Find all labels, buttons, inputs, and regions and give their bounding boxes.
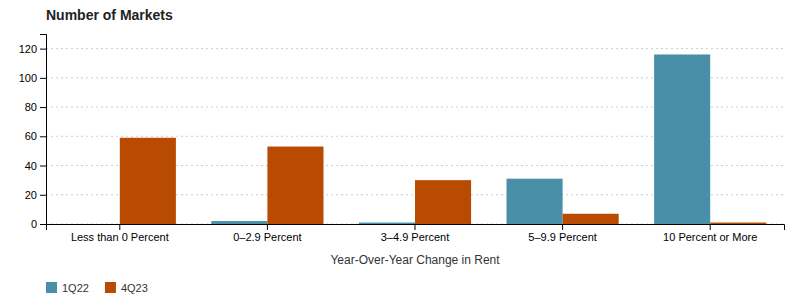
- bar: [563, 214, 619, 224]
- legend-item: 1Q22: [46, 282, 89, 294]
- legend-label: 1Q22: [62, 282, 89, 294]
- y-tick-mark: [40, 78, 46, 79]
- legend-label: 4Q23: [121, 282, 148, 294]
- bar: [211, 221, 267, 224]
- y-tick-label: 120: [19, 43, 37, 55]
- x-tick-mark: [267, 224, 268, 230]
- x-axis-title: Year-Over-Year Change in Rent: [330, 253, 500, 267]
- bar: [359, 223, 415, 224]
- legend-item: 4Q23: [105, 282, 148, 294]
- bar: [415, 180, 471, 224]
- y-tick-mark: [40, 224, 46, 225]
- y-tick: 0: [31, 218, 46, 230]
- y-tick-label: 80: [25, 101, 37, 113]
- series: [120, 138, 766, 224]
- legend-swatch: [46, 282, 57, 293]
- y-tick-mark: [40, 136, 46, 137]
- x-tick-mark: [415, 224, 416, 230]
- y-tick: 60: [25, 130, 46, 142]
- legend: 1Q22 4Q23: [46, 282, 148, 294]
- plot: 0 20 40 60 80 100 120 Less than 0 Percent 0–2.9 …: [19, 35, 785, 243]
- x-tick: 10 Percent or More: [663, 224, 757, 243]
- y-tick: 100: [19, 72, 46, 84]
- y-tick-mark: [40, 49, 46, 50]
- x-tick-mark: [119, 224, 120, 230]
- y-tick-mark: [40, 107, 46, 108]
- y-tick-label: 100: [19, 72, 37, 84]
- x-axis: Less than 0 Percent 0–2.9 Percent 3–4.9 Pe…: [47, 224, 785, 243]
- y-tick: 120: [19, 43, 46, 55]
- x-tick: 5–9.9 Percent: [528, 224, 597, 243]
- series: [211, 54, 710, 224]
- y-tick-mark: [40, 166, 46, 167]
- y-axis: 0 20 40 60 80 100 120: [19, 35, 47, 231]
- bar: [267, 147, 323, 224]
- legend-swatch: [105, 282, 116, 293]
- x-tick-mark: [710, 224, 711, 230]
- grid-line: [46, 48, 784, 49]
- bar: [64, 224, 120, 225]
- x-tick: 0–2.9 Percent: [233, 224, 302, 243]
- x-tick-label: 0–2.9 Percent: [233, 231, 302, 243]
- y-axis-line: [40, 35, 47, 225]
- bar: [710, 223, 766, 224]
- y-tick-label: 60: [25, 130, 37, 142]
- y-tick: 20: [25, 189, 46, 201]
- bar: [507, 179, 563, 224]
- chart: 0 20 40 60 80 100 120 Less than 0 Percent 0–2.9 …: [0, 0, 800, 304]
- x-axis-line: [47, 225, 785, 231]
- x-tick: Less than 0 Percent: [71, 224, 169, 243]
- x-tick-label: 5–9.9 Percent: [528, 231, 597, 243]
- bar: [654, 54, 710, 224]
- y-tick-label: 0: [31, 218, 37, 230]
- y-tick-label: 40: [25, 160, 37, 172]
- x-tick-label: Less than 0 Percent: [71, 231, 169, 243]
- grid: [46, 49, 784, 224]
- title: Number of Markets: [46, 7, 173, 23]
- y-tick-mark: [40, 195, 46, 196]
- bars: [120, 54, 766, 224]
- y-tick: 40: [25, 160, 46, 172]
- x-tick-mark: [562, 224, 563, 230]
- x-tick-label: 3–4.9 Percent: [381, 231, 450, 243]
- bar: [120, 138, 176, 224]
- x-tick: 3–4.9 Percent: [381, 224, 450, 243]
- y-tick: 80: [25, 101, 46, 113]
- y-tick-label: 20: [25, 189, 37, 201]
- x-tick-label: 10 Percent or More: [663, 231, 757, 243]
